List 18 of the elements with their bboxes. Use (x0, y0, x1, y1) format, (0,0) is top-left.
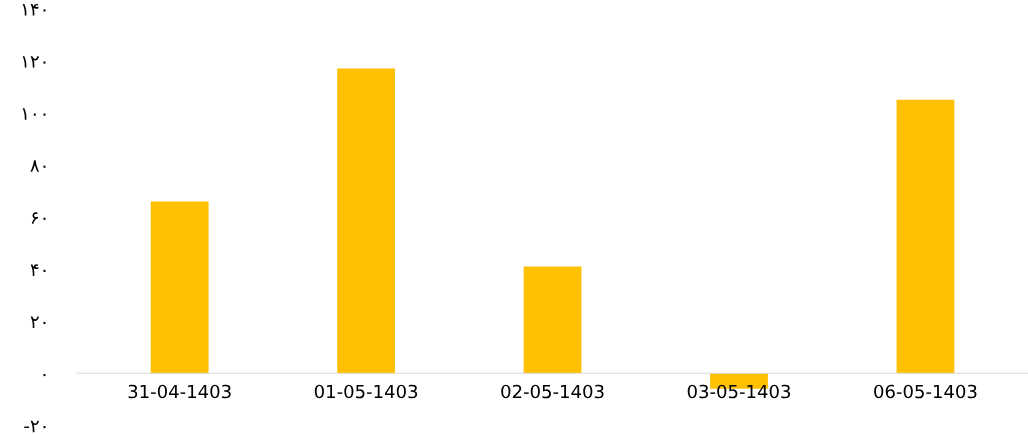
y-tick-label: ۶۰ (31, 212, 46, 224)
x-tick-label: 01-05-1403 (314, 384, 418, 399)
y-tick-label: ۴۰ (30, 264, 46, 276)
y-tick-label: -۲۰ (24, 420, 46, 433)
y-tick-label: ۲۰ (30, 316, 46, 329)
y-tick-label: ۱۴۰ (22, 3, 46, 16)
x-tick-label: 31-04-1403 (128, 384, 231, 399)
bar (523, 266, 582, 374)
x-tick-label: 02-05-1403 (501, 384, 604, 399)
x-tick-label: 03-05-1403 (687, 384, 791, 399)
bar (150, 201, 209, 374)
y-tick-label: ۱۰۰ (22, 108, 46, 120)
y-tick-label: ۸۰ (30, 160, 46, 172)
x-tick-label: 06-05-1403 (874, 384, 977, 399)
bar (337, 68, 395, 374)
y-tick-label: ۱۲۰ (22, 56, 46, 68)
bar (896, 99, 955, 374)
y-tick-label: ۰ (43, 373, 46, 377)
